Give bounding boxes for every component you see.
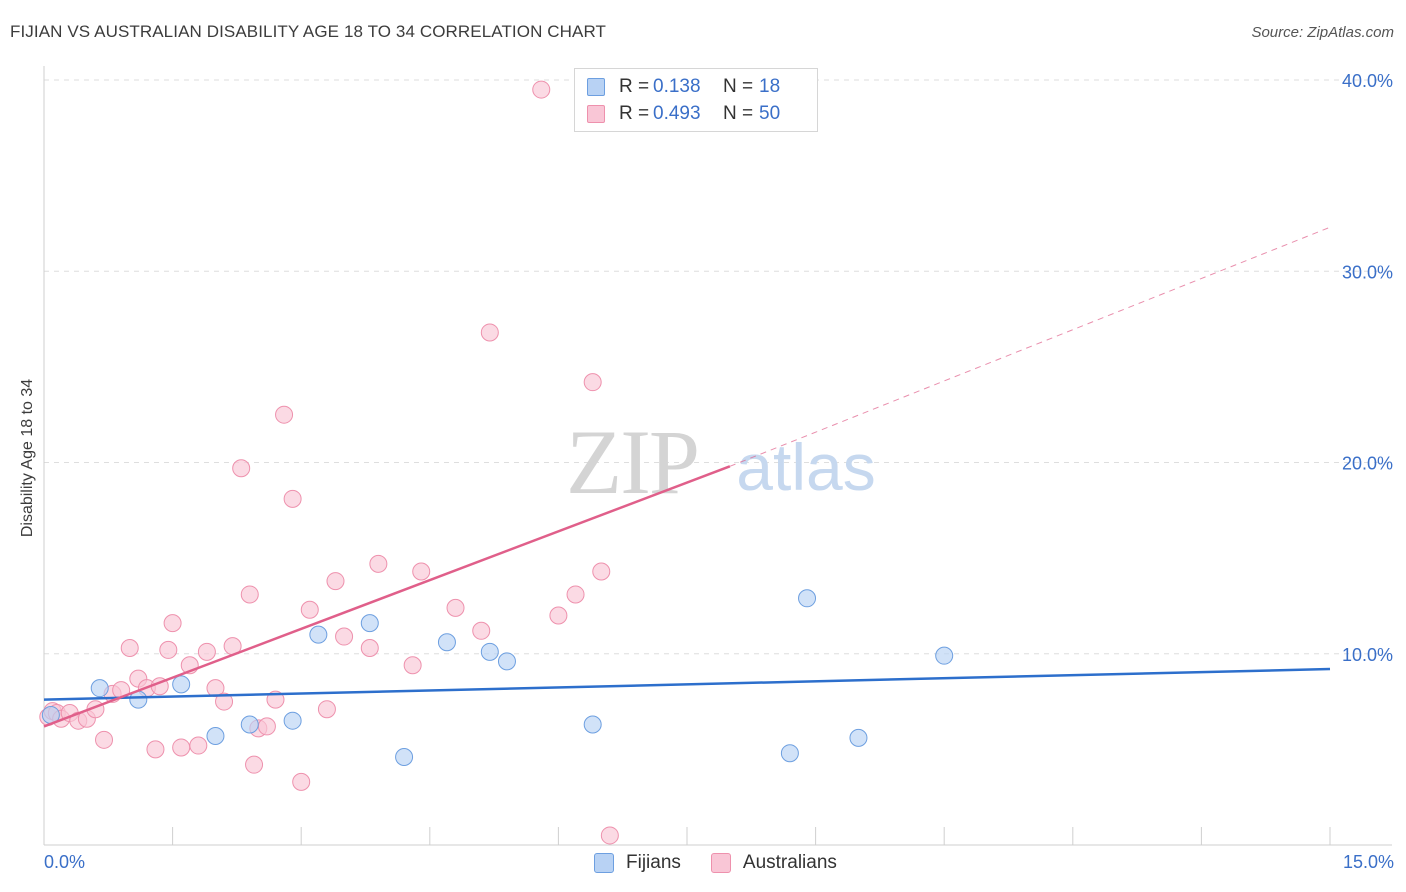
y-tick-label: 10.0% bbox=[1342, 645, 1393, 665]
australian-point bbox=[300, 600, 319, 619]
watermark-zip: ZIP bbox=[566, 411, 698, 513]
grid-layer bbox=[44, 79, 1392, 655]
australian-point bbox=[163, 614, 182, 633]
fijians-swatch-icon bbox=[594, 853, 614, 873]
australian-point bbox=[360, 639, 379, 658]
australians-trend-line bbox=[43, 465, 731, 728]
australian-point bbox=[172, 738, 191, 757]
fijian-point bbox=[360, 614, 379, 633]
y-tick-label: 40.0% bbox=[1342, 71, 1393, 91]
australian-point bbox=[446, 598, 465, 617]
trend-layer bbox=[43, 226, 1331, 728]
australian-point bbox=[549, 606, 568, 625]
fijian-point bbox=[583, 715, 602, 734]
fijian-point bbox=[480, 642, 499, 661]
r-value: 0.138 bbox=[653, 76, 701, 97]
fijian-point bbox=[90, 679, 109, 698]
australian-point bbox=[189, 736, 208, 755]
australian-point bbox=[472, 621, 491, 640]
australian-point bbox=[120, 639, 139, 658]
watermark-atlas: atlas bbox=[736, 430, 875, 504]
australian-point bbox=[275, 405, 294, 424]
australian-point bbox=[240, 585, 259, 604]
fijian-point bbox=[240, 715, 259, 734]
australian-point bbox=[326, 572, 345, 591]
y-tick-labels: 10.0% 20.0% 30.0% 40.0% bbox=[1342, 71, 1393, 665]
australian-point bbox=[245, 755, 264, 774]
x-tick-label-max: 15.0% bbox=[1342, 852, 1394, 872]
legend-label: Australians bbox=[742, 852, 837, 873]
australian-point bbox=[592, 562, 611, 581]
legend-row-fijians: R = 0.138 N = 18 bbox=[587, 75, 780, 99]
australian-point bbox=[480, 323, 499, 342]
australian-point bbox=[412, 562, 431, 581]
australian-point bbox=[257, 717, 276, 736]
fijians-swatch-icon bbox=[587, 78, 605, 96]
fijian-point bbox=[935, 646, 954, 665]
australian-point bbox=[532, 80, 551, 99]
series-legend: Fijians Australians bbox=[594, 852, 867, 874]
n-label: N = bbox=[723, 76, 754, 97]
australian-point bbox=[600, 826, 619, 845]
legend-row-australians: R = 0.493 N = 50 bbox=[587, 102, 780, 126]
australian-point bbox=[215, 692, 234, 711]
points-layer bbox=[39, 80, 954, 845]
source-label: Source: ZipAtlas.com bbox=[1251, 24, 1394, 41]
australian-point bbox=[197, 642, 216, 661]
fijians-trend-line bbox=[43, 667, 1331, 701]
australians-trend-extension bbox=[729, 226, 1331, 467]
y-tick-label: 30.0% bbox=[1342, 262, 1393, 282]
australians-swatch-icon bbox=[587, 105, 605, 123]
r-value: 0.493 bbox=[653, 103, 701, 124]
fijian-point bbox=[283, 711, 302, 730]
n-value: 50 bbox=[759, 103, 781, 124]
australian-point bbox=[159, 640, 178, 659]
fijian-point bbox=[437, 633, 456, 652]
australian-point bbox=[566, 585, 585, 604]
fijian-point bbox=[798, 589, 817, 608]
australian-point bbox=[146, 740, 165, 759]
n-label: N = bbox=[723, 103, 754, 124]
fijian-point bbox=[309, 625, 328, 644]
australian-point bbox=[335, 627, 354, 646]
australian-point bbox=[317, 700, 336, 719]
australian-point bbox=[292, 772, 311, 791]
x-tick-label-min: 0.0% bbox=[44, 852, 86, 872]
australian-point bbox=[232, 459, 251, 478]
r-label: R = bbox=[619, 76, 650, 97]
fijian-point bbox=[497, 652, 516, 671]
australian-point bbox=[95, 730, 114, 749]
legend-item-australians[interactable]: Australians bbox=[710, 852, 837, 874]
australian-point bbox=[369, 554, 388, 573]
australians-swatch-icon bbox=[710, 853, 731, 873]
r-label: R = bbox=[619, 103, 650, 124]
n-value: 18 bbox=[759, 76, 781, 97]
fijian-point bbox=[172, 675, 191, 694]
fijian-point bbox=[849, 728, 868, 747]
australian-point bbox=[583, 373, 602, 392]
correlation-legend: R = 0.138 N = 18 R = 0.493 N = 50 bbox=[574, 68, 818, 132]
y-tick-label: 20.0% bbox=[1342, 454, 1393, 474]
fijian-point bbox=[395, 748, 414, 767]
fijian-point bbox=[780, 744, 799, 763]
legend-label: Fijians bbox=[626, 852, 681, 873]
fijian-point bbox=[206, 726, 225, 745]
chart-title: FIJIAN VS AUSTRALIAN DISABILITY AGE 18 T… bbox=[10, 22, 607, 41]
legend-item-fijians[interactable]: Fijians bbox=[594, 852, 681, 874]
australian-point bbox=[403, 656, 422, 675]
australian-point bbox=[283, 489, 302, 508]
